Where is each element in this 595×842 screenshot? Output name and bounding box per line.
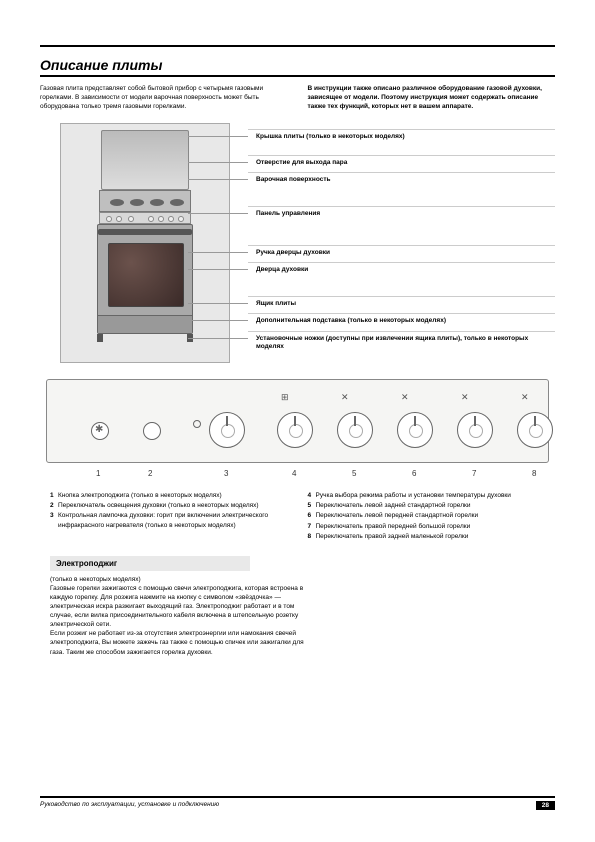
stove-cooktop [99,190,191,212]
part-label: Ящик плиты [248,296,555,311]
burner-icon [170,199,184,206]
section-title: Описание плиты [40,53,555,77]
knob-icon [116,216,122,222]
legend-item: 4Ручка выбора режима работы и установки … [308,491,546,500]
stove-diagram: Крышка плиты (только в некоторых моделях… [40,123,555,363]
intro-columns: Газовая плита представляет собой бытовой… [40,85,555,111]
footer-text: Руководство по эксплуатации, установке и… [40,801,219,810]
panel-number: 4 [292,469,296,478]
panel-number: 3 [224,469,228,478]
panel-knob [209,412,245,448]
burner-icon [150,199,164,206]
panel-small-button [143,422,161,440]
oven-handle [98,229,192,235]
panel-knob [517,412,553,448]
panel-number: 8 [532,469,536,478]
oven-window [108,243,184,307]
subsection-body: (только в некоторых моделях)Газовые горе… [50,575,310,657]
legend-item: 2Переключатель освещения духовки (только… [50,501,288,510]
control-panel-numbers: 1 2 3 4 5 6 7 8 [46,469,549,481]
legend-columns: 1Кнопка электроподжига (только в некотор… [50,491,545,541]
stove-lid [101,130,189,190]
oven-drawer [98,315,192,333]
page-footer: Руководство по эксплуатации, установке и… [40,796,555,810]
legend-item: 1Кнопка электроподжига (только в некотор… [50,491,288,500]
burner-icon [110,199,124,206]
panel-small-button: ✱ [91,422,109,440]
knob-icon [128,216,134,222]
burner-icon [130,199,144,206]
panel-number: 1 [96,469,100,478]
part-label: Ручка дверцы духовки [248,245,555,260]
panel-number: 7 [472,469,476,478]
knob-icon [158,216,164,222]
label-column: Крышка плиты (только в некоторых моделях… [230,123,555,363]
legend-item: 7Переключатель правой передней большой г… [308,522,546,531]
knob-icon [178,216,184,222]
legend-item: 5Переключатель левой задней стандартной … [308,501,546,510]
panel-knob [397,412,433,448]
page-number: 28 [536,801,555,810]
legend-item: 8Переключатель правой задней маленькой г… [308,532,546,541]
intro-left: Газовая плита представляет собой бытовой… [40,85,288,111]
burner-position-icon: ✕ [401,392,409,403]
stove-oven [97,224,193,334]
stove-control-strip [99,212,191,224]
knob-icon [106,216,112,222]
part-label: Отверстие для выхода пара [248,155,555,170]
part-label: Установочные ножки (доступны при извлече… [248,331,555,355]
panel-knob [457,412,493,448]
burner-position-icon: ⊞ [281,392,289,403]
part-label: Крышка плиты (только в некоторых моделях… [248,129,555,144]
indicator-lamp-icon [193,420,201,428]
part-label: Дверца духовки [248,262,555,277]
burner-position-icon: ✕ [521,392,529,403]
part-label: Дополнительная подставка (только в некот… [248,313,555,328]
part-label: Панель управления [248,206,555,221]
top-rule [40,45,555,47]
burner-position-icon: ✕ [461,392,469,403]
burner-position-icon: ✕ [341,392,349,403]
control-panel-illustration: ✱ ⊞ ✕ ✕ ✕ ✕ [46,379,549,463]
panel-number: 2 [148,469,152,478]
legend-right: 4Ручка выбора режима работы и установки … [308,491,546,541]
panel-knob [337,412,373,448]
knob-icon [168,216,174,222]
intro-right: В инструкции также описано различное обо… [308,85,556,111]
panel-number: 6 [412,469,416,478]
part-label: Варочная поверхность [248,172,555,187]
stove-illustration [60,123,230,363]
panel-number: 5 [352,469,356,478]
knob-icon [148,216,154,222]
subsection-heading: Электроподжиг [50,556,250,571]
legend-item: 6Переключатель левой передней стандартно… [308,511,546,520]
legend-item: 3Контрольная лампочка духовки: горит при… [50,511,288,529]
stove-legs [97,334,193,342]
legend-left: 1Кнопка электроподжига (только в некотор… [50,491,288,541]
panel-knob [277,412,313,448]
